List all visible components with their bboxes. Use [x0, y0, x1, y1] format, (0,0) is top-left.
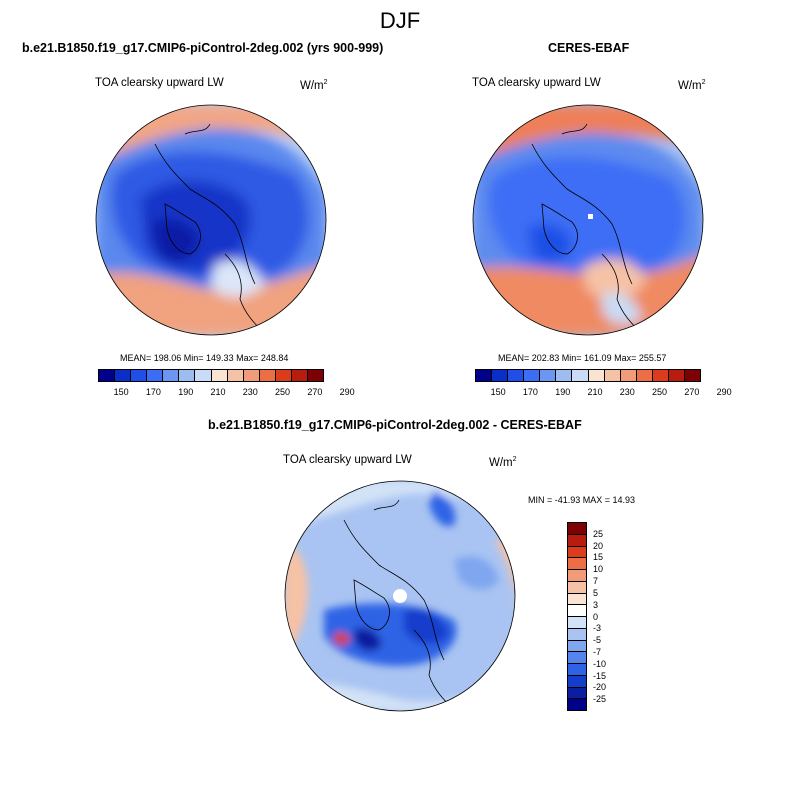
panel-2-colorbar-swatch: [668, 370, 686, 381]
panel-2-colorbar-tick-label: 170: [522, 387, 538, 397]
panel-2-colorbar-tick-label: 210: [587, 387, 603, 397]
panel-3-units: W/m2: [489, 456, 517, 469]
panel-2-colorbar-swatch: [685, 370, 701, 381]
panel-3-colorbar-swatch: [568, 652, 586, 664]
panel-1-colorbar-swatch: [227, 370, 244, 381]
panel-1-colorbar-swatch: [211, 370, 228, 381]
panel-3-colorbar-tick-label: -7: [593, 646, 602, 657]
panel-2-colorbar-swatch: [476, 370, 493, 381]
panel-3-colorbar-tick-label: -25: [593, 694, 607, 705]
panel-1-colorbar-swatch: [275, 370, 292, 381]
panel-1-units: W/m2: [300, 79, 328, 92]
panel-3-colorbar-swatch: [568, 699, 586, 710]
panel-2-map: [472, 104, 704, 336]
panel-2-title: CERES-EBAF: [548, 41, 630, 55]
panel-2-colorbar-tick-label: 190: [555, 387, 571, 397]
panel-3-colorbar-swatch: [568, 570, 586, 582]
panel-3-colorbar: [567, 522, 587, 711]
panel-2-stats: MEAN= 202.83 Min= 161.09 Max= 255.57: [498, 353, 667, 363]
panel-1-colorbar-swatch: [115, 370, 132, 381]
panel-3-colorbar-tick-label: 5: [593, 587, 599, 598]
figure-title: DJF: [379, 8, 421, 33]
panel-2-colorbar-tick-label: 290: [716, 387, 732, 397]
panel-1-colorbar-tick-label: 290: [339, 387, 355, 397]
panel-1-colorbar-swatch: [147, 370, 164, 381]
panel-2-colorbar-tick-label: 150: [490, 387, 506, 397]
panel-3-colorbar-tick-label: 7: [593, 576, 599, 587]
panel-3-colorbar-tick-label: -15: [593, 670, 607, 681]
panel-2-colorbar-swatch: [620, 370, 637, 381]
panel-3-colorbar-tick-label: -10: [593, 658, 607, 669]
panel-1-colorbar-swatch: [291, 370, 309, 381]
panel-1-variable-label: TOA clearsky upward LW: [95, 77, 224, 89]
panel-2-colorbar-swatch: [508, 370, 525, 381]
panel-3-colorbar-swatch: [568, 546, 586, 559]
panel-2-colorbar-swatch: [604, 370, 621, 381]
panel-3-colorbar-swatch: [568, 605, 586, 617]
panel-3-colorbar-swatch: [568, 593, 586, 606]
panel-3-colorbar-swatch: [568, 687, 586, 700]
panel-2-colorbar-swatch: [636, 370, 653, 381]
panel-1-colorbar-tick-label: 250: [275, 387, 291, 397]
panel-2-colorbar-swatch: [652, 370, 669, 381]
panel-1-colorbar-swatch: [163, 370, 180, 381]
panel-3-variable-label: TOA clearsky upward LW: [283, 454, 412, 466]
panel-1-colorbar-tick-label: 190: [178, 387, 194, 397]
panel-3-colorbar-swatch: [568, 617, 586, 629]
panel-1-colorbar-swatch: [99, 370, 116, 381]
panel-1-colorbar-swatch: [308, 370, 324, 381]
panel-3-stats: MIN = -41.93 MAX = 14.93: [528, 495, 636, 505]
panel-3-colorbar-swatch: [568, 675, 586, 688]
panel-3-colorbar-tick-label: -3: [593, 623, 602, 634]
panel-1-colorbar-swatch: [179, 370, 196, 381]
panel-3-colorbar-swatch: [568, 523, 586, 535]
panel-2-colorbar-swatch: [572, 370, 589, 381]
panel-2-units: W/m2: [678, 79, 706, 92]
panel-3-map: [284, 480, 516, 712]
panel-3-colorbar-tick-label: 20: [593, 540, 604, 551]
panel-3-colorbar-tick-label: 15: [593, 552, 604, 563]
panel-1-colorbar-swatch: [259, 370, 276, 381]
panel-3-colorbar-swatch: [568, 558, 586, 570]
panel-3-colorbar-swatch: [568, 628, 586, 641]
panel-3-colorbar-swatch: [568, 581, 586, 594]
panel-2-colorbar-swatch: [556, 370, 573, 381]
panel-2-colorbar: [475, 369, 701, 382]
panel-1-colorbar-swatch: [195, 370, 212, 381]
panel-1-stats: MEAN= 198.06 Min= 149.33 Max= 248.84: [120, 353, 289, 363]
panel-1-colorbar-swatch: [131, 370, 148, 381]
panel-3-colorbar-tick-label: -20: [593, 682, 607, 693]
panel-1-colorbar-swatch: [243, 370, 260, 381]
panel-3-colorbar-tick-label: 0: [593, 611, 599, 622]
panel-1-colorbar-tick-label: 230: [242, 387, 258, 397]
panel-1-colorbar-tick-label: 210: [210, 387, 226, 397]
panel-3-colorbar-tick-label: 10: [593, 564, 604, 575]
panel-2-colorbar-swatch: [540, 370, 557, 381]
panel-3-colorbar-tick-label: 3: [593, 599, 599, 610]
panel-1-colorbar-tick-label: 270: [307, 387, 323, 397]
panel-3-colorbar-swatch: [568, 664, 586, 676]
panel-1-title: b.e21.B1850.f19_g17.CMIP6-piControl-2deg…: [22, 41, 384, 55]
panel-1-map: [95, 104, 327, 336]
panel-2-colorbar-tick-label: 270: [684, 387, 700, 397]
panel-3-colorbar-swatch: [568, 640, 586, 653]
panel-1-colorbar: [98, 369, 324, 382]
panel-2-colorbar-swatch: [492, 370, 509, 381]
panel-3-colorbar-tick-label: -5: [593, 635, 602, 646]
panel-3-colorbar-swatch: [568, 534, 586, 547]
panel-3-colorbar-tick-label: 25: [593, 528, 604, 539]
panel-2-colorbar-swatch: [524, 370, 541, 381]
panel-1-colorbar-tick-label: 150: [113, 387, 129, 397]
panel-1-colorbar-tick-label: 170: [145, 387, 161, 397]
panel-2-colorbar-tick-label: 250: [652, 387, 668, 397]
panel-2-variable-label: TOA clearsky upward LW: [472, 77, 601, 89]
panel-2-colorbar-tick-label: 230: [619, 387, 635, 397]
panel-3-title: b.e21.B1850.f19_g17.CMIP6-piControl-2deg…: [208, 418, 582, 432]
panel-2-colorbar-swatch: [588, 370, 605, 381]
